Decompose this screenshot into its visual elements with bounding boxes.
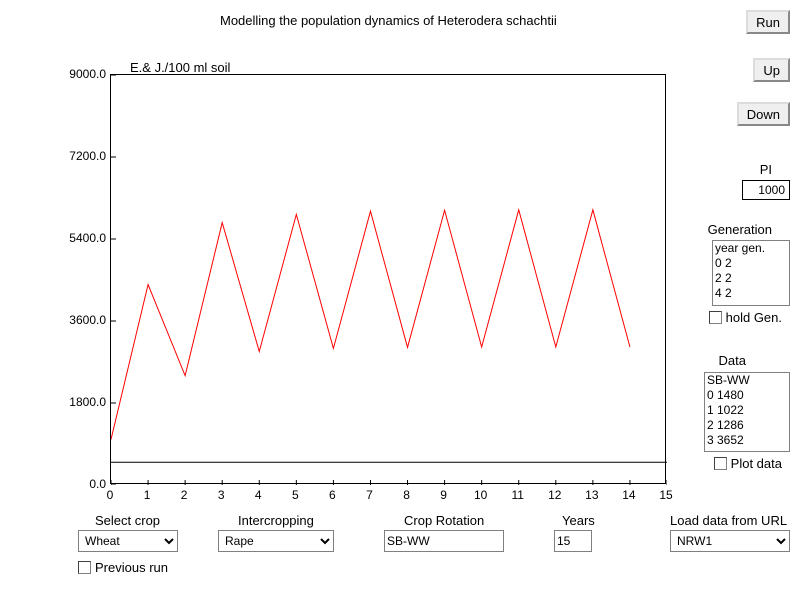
chart-area: [110, 74, 666, 484]
ytick-label: 9000.0: [69, 67, 106, 81]
data-row: 3 3652: [707, 433, 787, 448]
xtick-label: 6: [329, 488, 336, 502]
xtick-label: 0: [107, 488, 114, 502]
generation-header: year gen.: [715, 241, 787, 256]
chart-svg: [111, 75, 667, 485]
run-button[interactable]: Run: [746, 10, 790, 34]
xtick-label: 3: [218, 488, 225, 502]
select-crop-label: Select crop: [95, 513, 160, 528]
xtick-label: 11: [511, 488, 523, 502]
hold-gen-checkbox-row: hold Gen.: [709, 310, 782, 325]
xtick-label: 7: [366, 488, 373, 502]
previous-run-row: Previous run: [78, 560, 168, 575]
previous-run-checkbox[interactable]: [78, 561, 91, 574]
load-data-label: Load data from URL: [670, 513, 787, 528]
xtick-label: 9: [440, 488, 447, 502]
generation-row: 0 2: [715, 256, 787, 271]
generation-row: 2 2: [715, 271, 787, 286]
xtick-label: 1: [144, 488, 151, 502]
generation-row: 4 2: [715, 286, 787, 301]
hold-gen-label: hold Gen.: [726, 310, 782, 325]
xtick-label: 15: [659, 488, 672, 502]
intercropping-label: Intercropping: [238, 513, 314, 528]
data-label: Data: [719, 353, 746, 368]
data-row: 1 1022: [707, 403, 787, 418]
select-crop-dropdown[interactable]: Wheat: [78, 530, 178, 552]
ytick-label: 3600.0: [69, 313, 106, 327]
hold-gen-checkbox[interactable]: [709, 311, 722, 324]
ytick-label: 1800.0: [69, 395, 106, 409]
data-row: 2 1286: [707, 418, 787, 433]
crop-rotation-label: Crop Rotation: [404, 513, 484, 528]
years-input[interactable]: [554, 530, 592, 552]
data-header: SB-WW: [707, 373, 787, 388]
plot-data-label: Plot data: [731, 456, 782, 471]
xtick-label: 5: [292, 488, 299, 502]
crop-rotation-input[interactable]: [384, 530, 504, 552]
intercropping-dropdown[interactable]: Rape: [218, 530, 334, 552]
xtick-label: 10: [474, 488, 487, 502]
ytick-label: 7200.0: [69, 149, 106, 163]
down-button[interactable]: Down: [737, 102, 790, 126]
xtick-label: 2: [181, 488, 188, 502]
load-data-dropdown[interactable]: NRW1: [670, 530, 790, 552]
ytick-label: 5400.0: [69, 231, 106, 245]
xtick-label: 14: [622, 488, 635, 502]
data-list[interactable]: SB-WW 0 1480 1 1022 2 1286 3 3652: [704, 372, 790, 452]
ytick-label: 0.0: [89, 477, 106, 491]
xtick-label: 4: [255, 488, 262, 502]
y-axis-title: E.& J./100 ml soil: [130, 60, 230, 75]
years-label: Years: [562, 513, 595, 528]
generation-label: Generation: [708, 222, 772, 237]
generation-list[interactable]: year gen. 0 2 2 2 4 2: [712, 240, 790, 306]
page-title: Modelling the population dynamics of Het…: [220, 13, 557, 28]
plot-data-checkbox[interactable]: [714, 457, 727, 470]
xtick-label: 12: [548, 488, 561, 502]
data-row: 0 1480: [707, 388, 787, 403]
xtick-label: 13: [585, 488, 598, 502]
up-button[interactable]: Up: [753, 58, 790, 82]
pi-input[interactable]: [742, 180, 790, 200]
pi-label: PI: [760, 162, 772, 177]
previous-run-label: Previous run: [95, 560, 168, 575]
xtick-label: 8: [403, 488, 410, 502]
plot-data-checkbox-row: Plot data: [714, 456, 782, 471]
